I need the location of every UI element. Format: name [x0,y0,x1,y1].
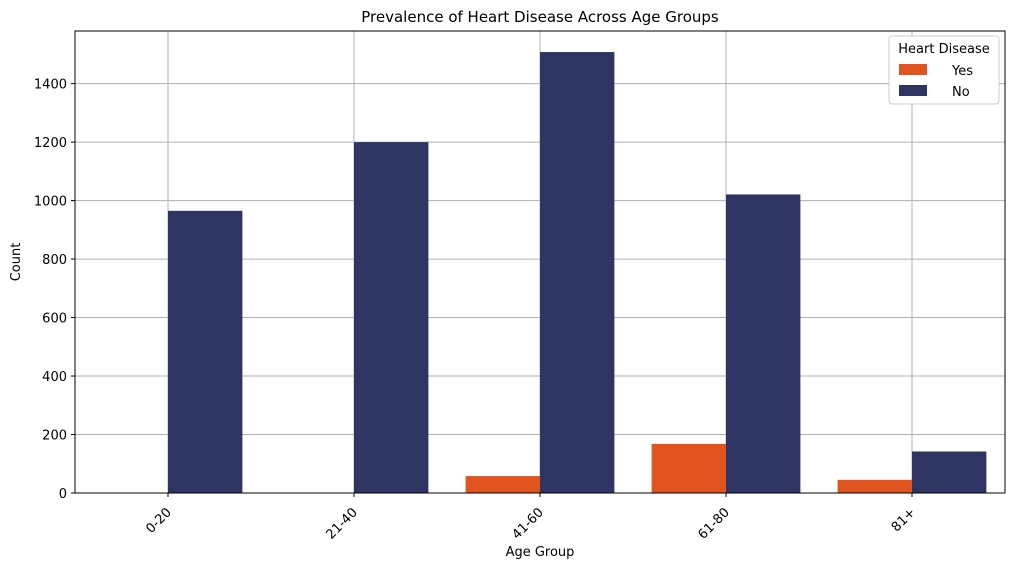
x-axis: 0-20 21-40 41-60 61-80 81+ [143,493,919,543]
x-axis-label: Age Group [506,545,575,560]
y-tick-label: 1000 [34,195,67,210]
x-tick-label: 81+ [889,505,919,535]
y-axis: 0 200 400 600 800 1000 1200 1400 [34,78,75,502]
legend-label-no: No [952,85,970,100]
bar-no-0-20 [168,210,243,494]
bar-yes-41-60 [465,476,540,493]
bar-no-61-80 [726,194,801,493]
bars [168,52,987,494]
legend-label-yes: Yes [951,64,973,79]
y-tick-label: 400 [42,370,67,385]
chart-title: Prevalence of Heart Disease Across Age G… [361,8,719,26]
x-tick-label: 21-40 [324,505,361,542]
y-tick-label: 200 [42,429,67,444]
y-tick-label: 600 [42,312,67,327]
bar-yes-61-80 [651,443,726,493]
legend-swatch-yes [899,64,927,75]
legend-swatch-no [899,85,927,96]
y-tick-label: 800 [42,253,67,268]
bar-no-81+ [912,451,987,493]
y-tick-label: 0 [59,487,67,502]
bar-no-41-60 [540,52,615,494]
y-tick-label: 1200 [34,136,67,151]
x-tick-label: 41-60 [510,505,547,542]
y-axis-label: Count [9,243,24,282]
legend-title: Heart Disease [898,42,989,57]
x-tick-label: 0-20 [143,505,174,536]
bar-yes-81+ [837,479,912,493]
x-tick-label: 61-80 [696,505,733,542]
bar-no-21-40 [354,142,429,493]
legend: Heart Disease Yes No [888,35,1000,105]
y-tick-label: 1400 [34,78,67,93]
